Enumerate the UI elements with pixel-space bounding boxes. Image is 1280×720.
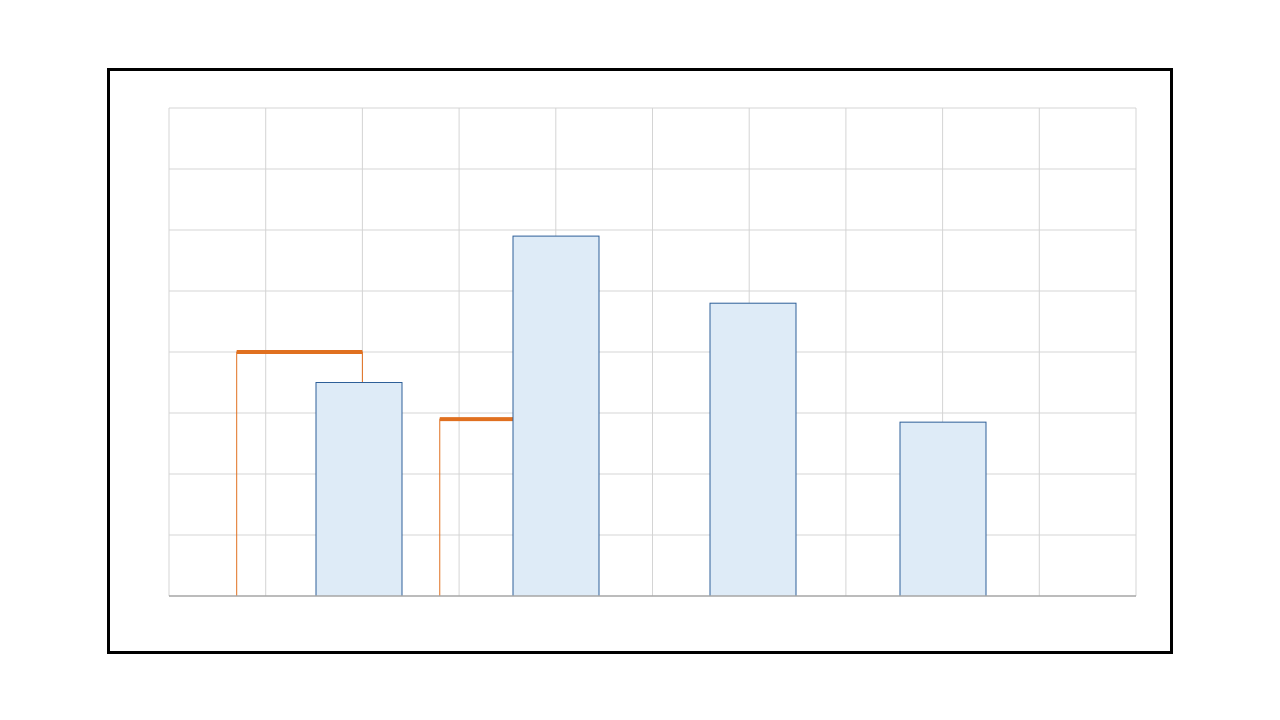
chart-frame	[107, 68, 1173, 654]
bar-series-1	[709, 302, 797, 597]
bar-series-1	[315, 382, 403, 597]
bar-series-1	[512, 235, 600, 597]
bar-series-1	[899, 421, 987, 597]
